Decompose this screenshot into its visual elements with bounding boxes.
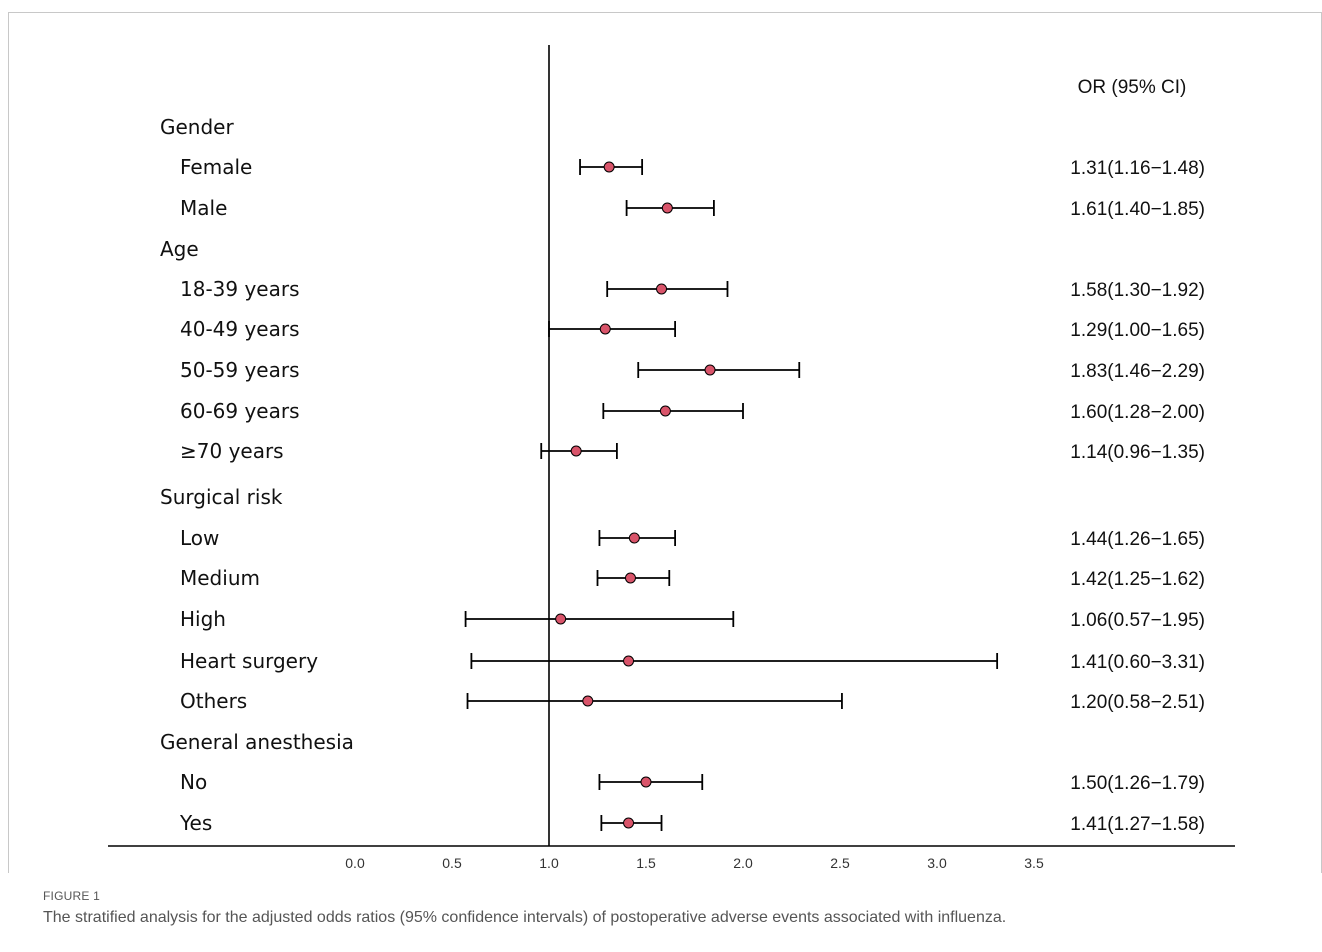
or-value-text: 1.60(1.28−2.00): [1070, 402, 1205, 423]
or-value-text: 1.31(1.16−1.48): [1070, 158, 1205, 179]
x-tick-label: 2.5: [830, 855, 850, 871]
or-point: [704, 364, 716, 376]
or-value-text: 1.50(1.26−1.79): [1070, 773, 1205, 794]
row-label: Heart surgery: [180, 649, 318, 673]
or-point: [628, 532, 640, 544]
x-tick-label: 1.5: [636, 855, 656, 871]
x-tick-label: 2.0: [733, 855, 753, 871]
or-value-text: 1.44(1.26−1.65): [1070, 529, 1205, 550]
or-point: [555, 613, 567, 625]
or-value-text: 1.42(1.25−1.62): [1070, 569, 1205, 590]
or-value-text: 1.29(1.00−1.65): [1070, 320, 1205, 341]
or-value-text: 1.41(1.27−1.58): [1070, 814, 1205, 835]
row-label: 18-39 years: [180, 277, 300, 301]
x-tick-label: 0.0: [345, 855, 365, 871]
figure-frame: [8, 12, 1322, 873]
x-tick-label: 3.0: [927, 855, 947, 871]
or-value-text: 1.14(0.96−1.35): [1070, 442, 1205, 463]
row-label: Others: [180, 689, 247, 713]
or-point: [656, 283, 668, 295]
or-point: [640, 776, 652, 788]
or-point: [623, 817, 635, 829]
row-label: Low: [180, 526, 219, 550]
or-value-text: 1.20(0.58−2.51): [1070, 692, 1205, 713]
or-value-text: 1.61(1.40−1.85): [1070, 199, 1205, 220]
row-label: 60-69 years: [180, 399, 300, 423]
row-label: Male: [180, 196, 227, 220]
row-label: 50-59 years: [180, 358, 300, 382]
or-value-text: 1.06(0.57−1.95): [1070, 610, 1205, 631]
or-point: [624, 572, 636, 584]
row-label: Female: [180, 155, 252, 179]
figure-label: FIGURE 1: [43, 889, 100, 903]
or-point: [659, 405, 671, 417]
or-column-header: OR (95% CI): [1078, 77, 1187, 98]
or-point: [570, 445, 582, 457]
row-label: No: [180, 770, 207, 794]
or-point: [599, 323, 611, 335]
or-point: [661, 202, 673, 214]
group-label: Age: [160, 237, 199, 261]
or-point: [603, 161, 615, 173]
group-label: Surgical risk: [160, 485, 283, 509]
x-tick-label: 3.5: [1024, 855, 1044, 871]
x-tick-label: 1.0: [539, 855, 559, 871]
row-label: High: [180, 607, 226, 631]
group-label: General anesthesia: [160, 730, 354, 754]
row-label: 40-49 years: [180, 317, 300, 341]
or-point: [582, 695, 594, 707]
or-point: [623, 655, 635, 667]
or-value-text: 1.58(1.30−1.92): [1070, 280, 1205, 301]
row-label: ≥70 years: [180, 439, 284, 463]
x-tick-label: 0.5: [442, 855, 462, 871]
group-label: Gender: [160, 115, 234, 139]
row-label: Yes: [179, 811, 212, 835]
row-label: Medium: [180, 566, 260, 590]
or-value-text: 1.83(1.46−2.29): [1070, 361, 1205, 382]
or-value-text: 1.41(0.60−3.31): [1070, 652, 1205, 673]
forest-plot: OR (95% CI) 0.0 0.5 1.0 1.5 2.0 2.5 3.0 3.5 Gende…: [108, 45, 1235, 871]
figure-caption: The stratified analysis for the adjusted…: [43, 909, 1007, 926]
